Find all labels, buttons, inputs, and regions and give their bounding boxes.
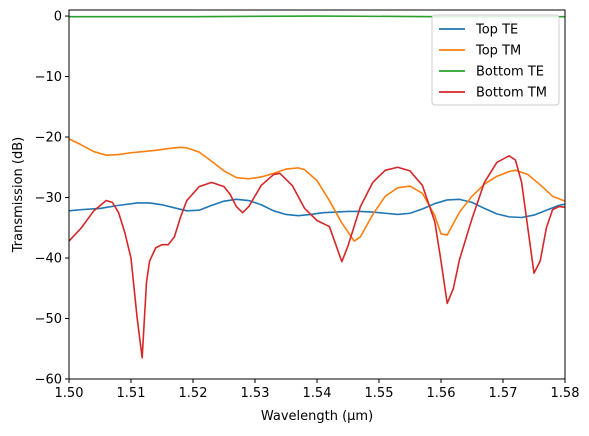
legend-label: Top TE: [475, 23, 518, 38]
y-tick-label: −50: [35, 312, 62, 327]
legend-label: Bottom TE: [476, 65, 544, 80]
x-tick-label: 1.50: [55, 386, 84, 401]
series-line-bottom-tm: [69, 154, 565, 359]
y-tick-label: −60: [35, 373, 62, 388]
series-line-top-te: [69, 198, 565, 219]
y-tick-label: 0: [54, 10, 62, 25]
x-tick-label: 1.54: [303, 386, 332, 401]
x-tick-label: 1.52: [179, 386, 208, 401]
x-tick-label: 1.57: [489, 386, 518, 401]
legend-box: [431, 14, 560, 106]
legend-label: Top TM: [475, 44, 521, 59]
x-tick-label: 1.58: [551, 386, 580, 401]
series-line-top-tm: [69, 138, 565, 242]
legend: Top TE Top TM Bottom TE Bottom TM: [431, 14, 560, 106]
x-axis-label: Wavelength (μm): [261, 409, 373, 424]
y-tick-label: −30: [35, 191, 62, 206]
y-tick-label: −20: [35, 131, 62, 146]
legend-label: Bottom TM: [476, 86, 547, 101]
y-tick-label: −10: [35, 70, 62, 85]
x-tick-label: 1.56: [427, 386, 456, 401]
x-tick-label: 1.51: [117, 386, 146, 401]
x-tick-label: 1.53: [241, 386, 270, 401]
ticks-layer: 1.50 1.51 1.52 1.53 1.54 1.55 1.56 1.57 1.58 0 −10…: [35, 10, 580, 401]
x-tick-label: 1.55: [365, 386, 394, 401]
series-layer: [69, 15, 565, 359]
y-axis-label: Transmission (dB): [11, 137, 26, 253]
y-tick-label: −40: [35, 252, 62, 267]
